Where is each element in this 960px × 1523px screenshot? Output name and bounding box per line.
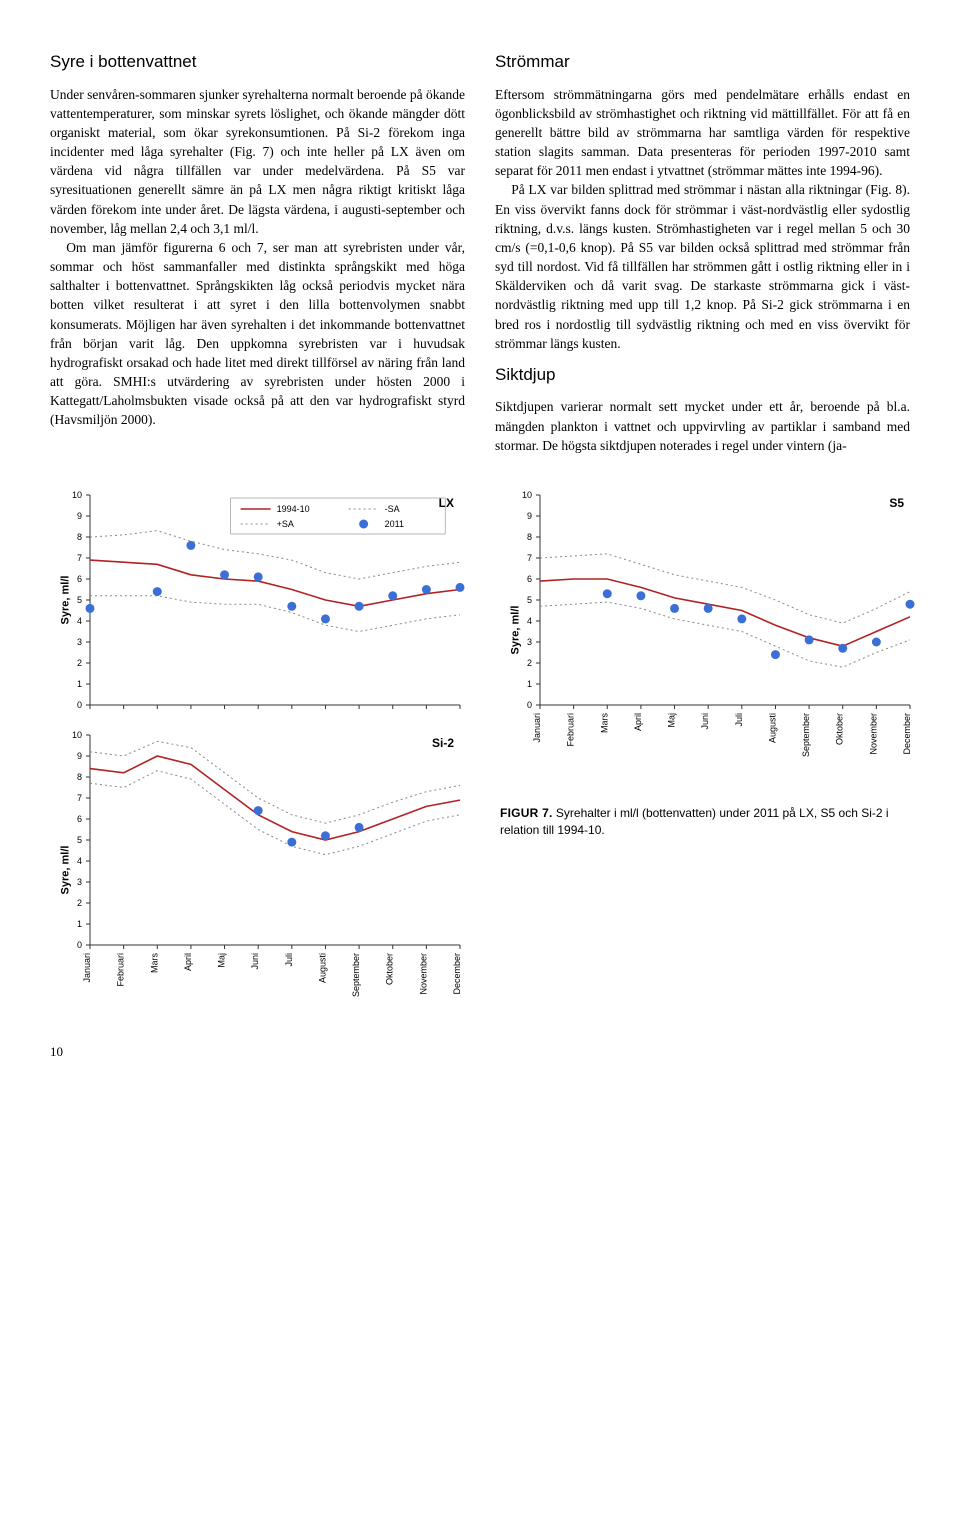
svg-text:7: 7 [77,793,82,803]
chart-si2: Syre, ml/l 0 1 2 3 4 5 6 7 8 9 10 Januari Februari Ma… [50,725,470,1015]
svg-text:Oktober: Oktober [835,713,845,745]
svg-text:1: 1 [77,919,82,929]
svg-text:7: 7 [527,553,532,563]
svg-text:Si-2: Si-2 [432,736,454,750]
svg-text:9: 9 [77,511,82,521]
paragraph: På LX var bilden splittrad med strömmar … [495,180,910,352]
svg-text:Oktober: Oktober [385,953,395,985]
svg-text:4: 4 [77,856,82,866]
svg-text:3: 3 [77,637,82,647]
paragraph: Om man jämför figurerna 6 och 7, ser man… [50,238,465,430]
svg-text:0: 0 [77,940,82,950]
svg-text:December: December [452,953,462,995]
svg-text:6: 6 [527,574,532,584]
svg-text:5: 5 [77,835,82,845]
svg-text:5: 5 [77,595,82,605]
svg-text:Juli: Juli [734,713,744,727]
svg-text:November: November [868,713,878,755]
svg-text:-SA: -SA [385,504,400,514]
page-number: 10 [50,1043,910,1062]
svg-text:November: November [418,953,428,995]
svg-text:2: 2 [77,898,82,908]
svg-text:Mars: Mars [599,712,609,732]
svg-text:7: 7 [77,553,82,563]
svg-text:10: 10 [72,490,82,500]
svg-text:Mars: Mars [149,952,159,972]
svg-text:3: 3 [527,637,532,647]
svg-text:April: April [183,953,193,971]
y-axis-label: Syre, ml/l [58,845,74,894]
paragraph: Eftersom strömmätningarna görs med pende… [495,85,910,181]
svg-text:2011: 2011 [385,519,404,529]
heading-syre: Syre i bottenvattnet [50,50,465,75]
svg-text:10: 10 [72,730,82,740]
svg-text:Juni: Juni [250,953,260,970]
svg-text:Februari: Februari [116,953,126,987]
paragraph: Siktdjupen varierar normalt sett mycket … [495,397,910,454]
svg-text:April: April [633,713,643,731]
heading-siktdjup: Siktdjup [495,363,910,388]
svg-text:December: December [902,713,912,755]
caption-lead: FIGUR 7. [500,806,553,820]
svg-text:Januari: Januari [82,953,92,983]
svg-text:3: 3 [77,877,82,887]
svg-text:+SA: +SA [277,519,294,529]
svg-text:September: September [801,713,811,757]
svg-text:Januari: Januari [532,713,542,743]
svg-text:10: 10 [522,490,532,500]
svg-text:Februari: Februari [566,713,576,747]
caption-text: Syrehalter i ml/l (bottenvatten) under 2… [500,806,889,837]
svg-text:Augusti: Augusti [317,953,327,983]
y-axis-label: Syre, ml/l [508,605,524,654]
svg-text:Juni: Juni [700,713,710,730]
svg-text:September: September [351,953,361,997]
svg-text:Augusti: Augusti [767,713,777,743]
svg-text:2: 2 [527,658,532,668]
y-axis-label: Syre, ml/l [58,575,74,624]
chart-lx: Syre, ml/l 012345678910LX1994-10-SA+SA20… [50,485,470,715]
svg-text:8: 8 [77,772,82,782]
svg-text:8: 8 [527,532,532,542]
svg-text:5: 5 [527,595,532,605]
svg-text:9: 9 [527,511,532,521]
svg-text:6: 6 [77,814,82,824]
svg-text:S5: S5 [889,496,904,510]
chart-s5: Syre, ml/l 0 1 2 3 4 5 6 7 8 9 10 Januari Februari Ma… [500,485,920,775]
svg-text:2: 2 [77,658,82,668]
svg-text:4: 4 [77,616,82,626]
paragraph: Under senvåren-sommaren sjunker syrehalt… [50,85,465,238]
svg-text:9: 9 [77,751,82,761]
svg-text:Juli: Juli [284,953,294,967]
svg-text:Maj: Maj [667,713,677,728]
svg-text:8: 8 [77,532,82,542]
svg-text:0: 0 [77,700,82,710]
svg-text:6: 6 [77,574,82,584]
svg-text:1994-10: 1994-10 [277,504,310,514]
svg-text:Maj: Maj [217,953,227,968]
svg-text:0: 0 [527,700,532,710]
svg-text:4: 4 [527,616,532,626]
svg-text:1: 1 [77,679,82,689]
heading-strommar: Strömmar [495,50,910,75]
svg-text:1: 1 [527,679,532,689]
figure-caption: FIGUR 7. Syrehalter i ml/l (bottenvatten… [500,805,920,839]
